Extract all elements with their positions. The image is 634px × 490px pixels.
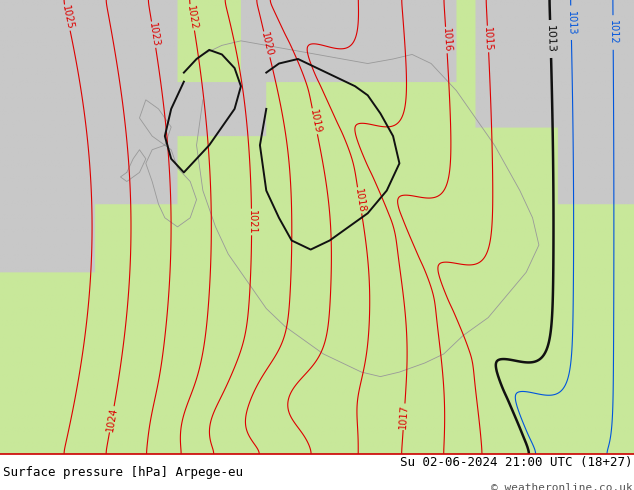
Text: Surface pressure [hPa] Arpege-eu: Surface pressure [hPa] Arpege-eu <box>3 466 243 479</box>
Text: 1012: 1012 <box>608 20 618 45</box>
Text: 1021: 1021 <box>247 210 257 234</box>
Text: 1020: 1020 <box>259 31 275 57</box>
Text: 1023: 1023 <box>146 22 160 48</box>
Text: 1024: 1024 <box>105 406 119 432</box>
Text: Su 02-06-2024 21:00 UTC (18+27): Su 02-06-2024 21:00 UTC (18+27) <box>400 456 633 468</box>
Text: © weatheronline.co.uk: © weatheronline.co.uk <box>491 483 633 490</box>
Text: 1025: 1025 <box>60 4 75 31</box>
Text: 1019: 1019 <box>307 108 322 134</box>
Text: 1016: 1016 <box>441 27 452 52</box>
Text: 1018: 1018 <box>353 188 366 213</box>
Text: 1013: 1013 <box>545 25 556 53</box>
Text: 1013: 1013 <box>566 10 576 35</box>
Text: 1015: 1015 <box>482 26 494 51</box>
Text: 1022: 1022 <box>185 4 199 30</box>
Text: 1017: 1017 <box>398 404 410 429</box>
